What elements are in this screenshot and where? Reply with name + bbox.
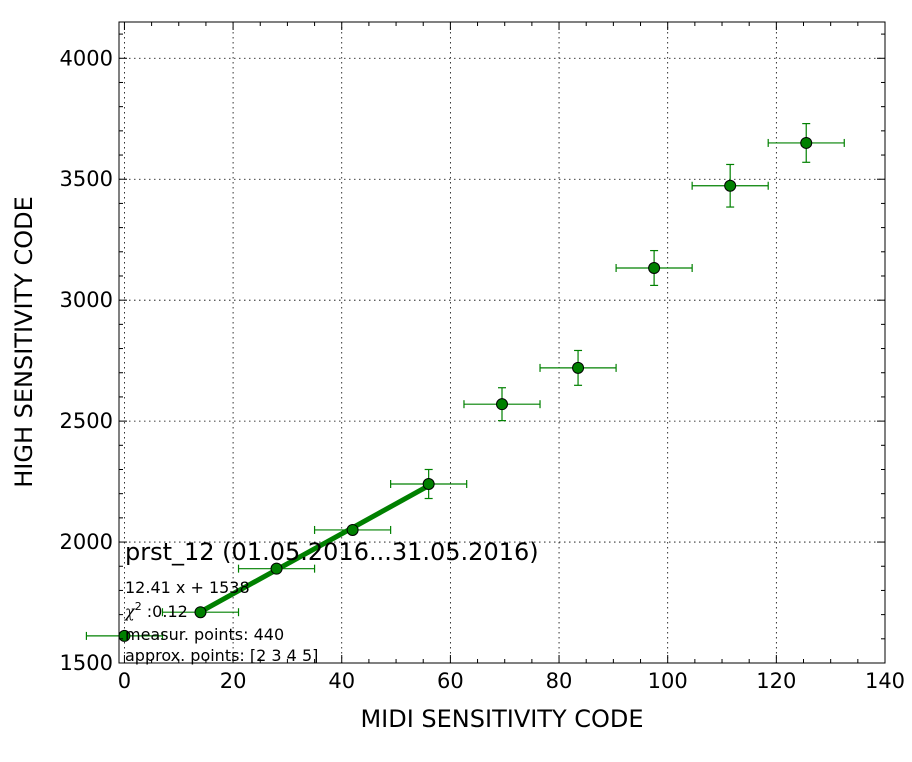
data-point: [724, 179, 737, 192]
x-tick-label: 80: [546, 669, 573, 693]
chi2-label: χ2 :0.12: [124, 600, 188, 621]
y-tick-label: 2000: [60, 530, 113, 554]
data-point: [346, 523, 359, 536]
chart-title: prst_12 (01.05.2016...31.05.2016): [125, 538, 539, 566]
data-point: [572, 361, 585, 374]
measur-points: measur. points: 440: [125, 625, 284, 644]
y-tick-label: 3000: [60, 288, 113, 312]
x-tick-label: 140: [865, 669, 905, 693]
fit-line: [199, 483, 430, 614]
approx-points: approx. points: [2 3 4 5]: [125, 646, 318, 665]
x-axis-label: MIDI SENSITIVITY CODE: [360, 705, 643, 733]
x-tick-label: 20: [220, 669, 247, 693]
x-tick-label: 40: [328, 669, 355, 693]
data-point: [800, 136, 813, 149]
y-axis-label: HIGH SENSITIVITY CODE: [10, 196, 38, 488]
x-tick-label: 0: [118, 669, 131, 693]
y-tick-label: 2500: [60, 409, 113, 433]
data-point: [496, 398, 508, 411]
y-tick-label: 3500: [60, 167, 113, 191]
x-tick-label: 120: [756, 669, 796, 693]
data-points: [118, 136, 813, 642]
data-point: [194, 606, 207, 619]
data-point: [270, 562, 283, 575]
chi2-symbol: χ: [124, 602, 136, 621]
fit-equation: 12.41 x + 1538: [125, 578, 250, 597]
x-tick-label: 60: [437, 669, 464, 693]
plot-frame: [118, 21, 886, 664]
y-tick-label: 4000: [60, 46, 113, 70]
fit-line-group: [199, 483, 430, 614]
data-point: [422, 478, 435, 491]
chi2-exponent: 2: [135, 600, 142, 613]
x-tick-label: 100: [648, 669, 688, 693]
y-tick-labels: 1500 2000 2500 3000 3500 4000: [60, 46, 113, 675]
data-point: [648, 261, 661, 274]
chi2-value: :0.12: [142, 602, 188, 621]
x-tick-labels: 0 20 40 60 80 100 120 140: [118, 669, 905, 693]
ticks: [119, 22, 886, 664]
y-tick-label: 1500: [60, 651, 113, 675]
